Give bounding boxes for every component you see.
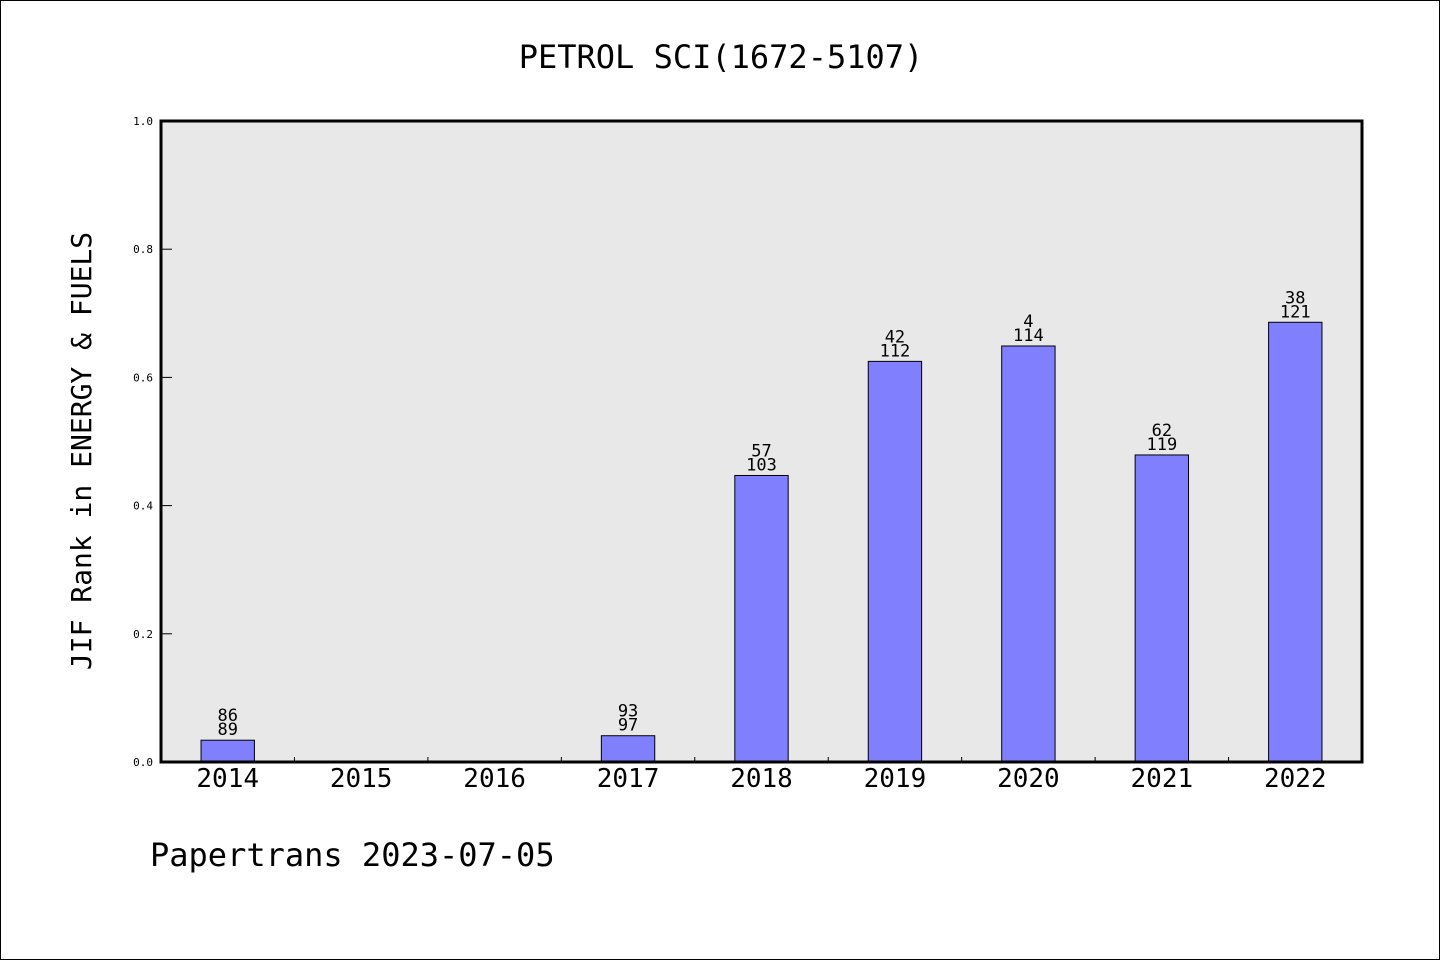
bar-2022: [1268, 321, 1323, 763]
bar-total-label: 119: [1146, 435, 1177, 455]
bar-rank-label: 93: [618, 702, 638, 722]
bar-rank-label: 42: [885, 327, 905, 347]
y-tick-label: 0.4: [133, 500, 153, 513]
bar-2020: [1001, 345, 1056, 763]
y-tick-label: 0.6: [133, 371, 153, 384]
y-tick-label: 0.8: [133, 243, 153, 256]
bar-total-label: 114: [1013, 326, 1044, 346]
bar-total-label: 97: [618, 716, 638, 736]
y-tick-label: 0.0: [133, 756, 153, 769]
bar-total-label: 121: [1280, 302, 1311, 322]
x-tick-label: 2017: [597, 764, 660, 794]
x-tick-label: 2014: [196, 764, 259, 794]
chart-title: PETROL SCI(1672-5107): [519, 38, 924, 76]
bar-rank-label: 57: [751, 441, 771, 461]
footer-text: Papertrans 2023-07-05: [150, 836, 555, 874]
x-tick-label: 2020: [997, 764, 1060, 794]
x-tick-label: 2015: [330, 764, 393, 794]
bar-2021: [1134, 454, 1190, 763]
y-tick-label: 0.2: [133, 628, 153, 641]
bar-2019: [867, 360, 923, 763]
bar-total-label: 112: [880, 341, 911, 361]
x-tick-label: 2018: [730, 764, 793, 794]
bar-rank-label: 4: [1023, 312, 1033, 332]
y-tick-label: 1.0: [133, 115, 153, 128]
bar-total-label: 103: [746, 455, 777, 475]
x-tick-label: 2019: [864, 764, 927, 794]
x-tick-label: 2021: [1131, 764, 1194, 794]
y-axis-label: JIF Rank in ENERGY & FUELS: [65, 232, 98, 670]
bar-2017: [600, 735, 656, 763]
bar-rank-label: 38: [1285, 288, 1305, 308]
bar-rank-label: 62: [1152, 421, 1172, 441]
x-tick-label: 2022: [1264, 764, 1327, 794]
bar-rank-label: 86: [217, 706, 237, 726]
ticks-layer: 0.0 0.2 0.4 0.6 0.8 1.0 2014 2015 2016 2017 2018 20…: [133, 115, 1326, 794]
bar-2014: [200, 739, 255, 763]
bar-2018: [734, 474, 789, 763]
bar-total-label: 89: [217, 720, 237, 740]
x-tick-label: 2016: [463, 764, 526, 794]
plot-border: [159, 119, 1364, 764]
